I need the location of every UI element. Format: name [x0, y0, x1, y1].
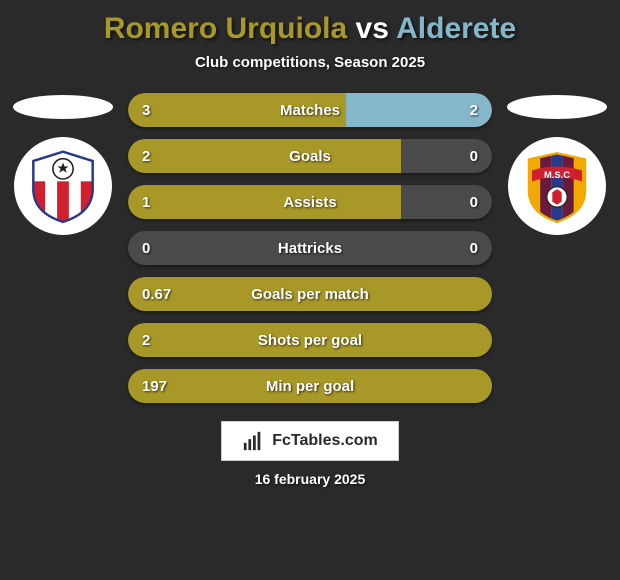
bar-label: Goals [188, 148, 432, 165]
bar-value-left: 0 [128, 240, 188, 257]
svg-text:M.S.C: M.S.C [544, 170, 570, 180]
left-crest [14, 137, 112, 235]
monagas-sc-crest-icon: M.S.C [518, 147, 596, 225]
stat-bar: 2Goals0 [128, 139, 492, 173]
bar-value-right: 0 [432, 240, 492, 257]
bar-value-left: 0.67 [128, 286, 188, 303]
main-row: 3Matches22Goals01Assists00Hattricks00.67… [8, 93, 612, 403]
right-crest: M.S.C [508, 137, 606, 235]
stat-bar: 197Min per goal [128, 369, 492, 403]
footer: FcTables.com 16 february 2025 [221, 421, 399, 487]
date-text: 16 february 2025 [255, 471, 366, 487]
bar-value-right: 0 [432, 148, 492, 165]
brand-box: FcTables.com [221, 421, 399, 461]
stat-bar: 2Shots per goal [128, 323, 492, 357]
stat-bars: 3Matches22Goals01Assists00Hattricks00.67… [118, 93, 502, 403]
vs-separator: vs [356, 12, 389, 45]
bar-label: Hattricks [188, 240, 432, 257]
subtitle: Club competitions, Season 2025 [195, 54, 425, 71]
bar-label: Assists [188, 194, 432, 211]
stat-bar: 3Matches2 [128, 93, 492, 127]
comparison-infographic: Romero Urquiola vs Alderete Club competi… [0, 0, 620, 580]
brand-text: FcTables.com [272, 432, 378, 450]
bar-value-right: 2 [432, 102, 492, 119]
left-side [8, 93, 118, 235]
bar-value-left: 197 [128, 378, 188, 395]
bar-value-left: 2 [128, 148, 188, 165]
bar-value-right: 0 [432, 194, 492, 211]
bar-label: Shots per goal [188, 332, 432, 349]
left-ellipse [13, 95, 113, 119]
stat-bar: 1Assists0 [128, 185, 492, 219]
page-title: Romero Urquiola vs Alderete [104, 12, 516, 46]
bar-value-left: 1 [128, 194, 188, 211]
bar-value-left: 3 [128, 102, 188, 119]
player2-name: Alderete [396, 12, 516, 45]
player1-name: Romero Urquiola [104, 12, 347, 45]
bar-label: Matches [188, 102, 432, 119]
right-ellipse [507, 95, 607, 119]
stat-bar: 0.67Goals per match [128, 277, 492, 311]
estudiantes-de-merida-crest-icon [24, 147, 102, 225]
bar-value-left: 2 [128, 332, 188, 349]
bar-chart-icon [242, 430, 264, 452]
bar-label: Goals per match [188, 286, 432, 303]
bar-label: Min per goal [188, 378, 432, 395]
stat-bar: 0Hattricks0 [128, 231, 492, 265]
right-side: M.S.C [502, 93, 612, 235]
